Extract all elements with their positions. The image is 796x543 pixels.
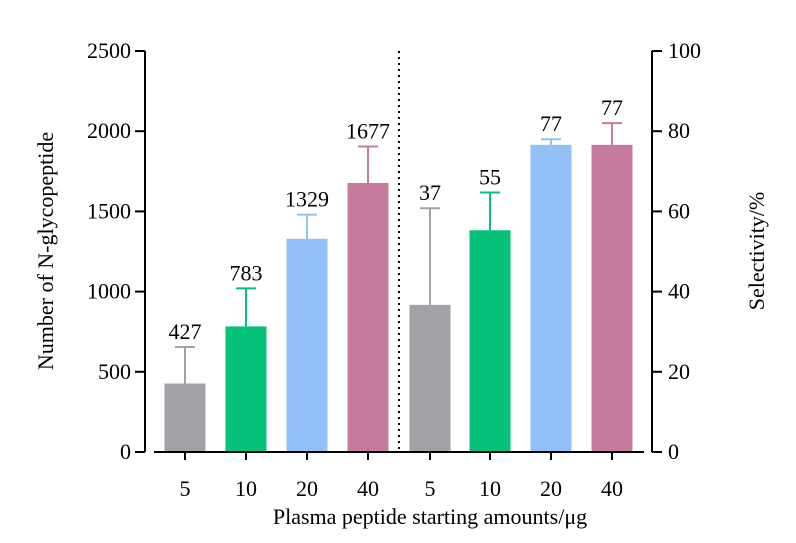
bar-glycopeptide-20	[286, 238, 328, 452]
data-label: 77	[601, 95, 623, 120]
bar-selectivity-5	[409, 304, 451, 452]
y2-tick-label: 0	[668, 439, 679, 464]
x-tick-label: 10	[235, 476, 257, 501]
data-label: 37	[419, 180, 441, 205]
y2-tick-label: 60	[668, 198, 690, 223]
y2-tick-label: 100	[668, 38, 701, 63]
y-tick-label: 2500	[87, 38, 131, 63]
bar-glycopeptide-5	[164, 383, 206, 452]
data-label: 427	[169, 319, 202, 344]
y-tick-label: 1000	[87, 279, 131, 304]
axes-layer	[144, 51, 653, 453]
y2-tick-label: 40	[668, 279, 690, 304]
data-label: 77	[540, 111, 562, 136]
x-tick-label: 20	[296, 476, 318, 501]
data-label: 783	[230, 260, 263, 285]
labels-layer: 427 783 1329 1677 37 55 77 77	[169, 95, 624, 344]
y-tick-label: 500	[98, 359, 131, 384]
bar-glycopeptide-40	[347, 183, 389, 452]
bar-selectivity-10	[469, 230, 511, 452]
bars-layer	[164, 122, 633, 453]
x-tick-label: 40	[601, 476, 623, 501]
bar-selectivity-20	[530, 144, 572, 453]
y2-axis-title: Selectivity/%	[744, 192, 769, 311]
x-tick-label: 5	[180, 476, 191, 501]
y2-tick-label: 80	[668, 118, 690, 143]
y-tick-label: 2000	[87, 118, 131, 143]
y-tick-label: 0	[120, 439, 131, 464]
y-axis-title: Number of N-glycopeptide	[33, 132, 58, 370]
ticks-layer: 5 10 20 40 5 10 20 40 0 500 1000 1500 2000 2500 0 20 40 6…	[87, 38, 701, 501]
y2-tick-label: 20	[668, 359, 690, 384]
x-tick-label: 10	[479, 476, 501, 501]
x-axis-title: Plasma peptide starting amounts/μg	[273, 504, 587, 529]
x-tick-label: 5	[425, 476, 436, 501]
bar-selectivity-40	[591, 144, 633, 453]
data-label: 1329	[285, 187, 329, 212]
data-label: 55	[479, 165, 501, 190]
y-tick-label: 1500	[87, 198, 131, 223]
x-tick-label: 40	[357, 476, 379, 501]
bar-glycopeptide-10	[225, 326, 267, 452]
x-tick-label: 20	[540, 476, 562, 501]
data-label: 1677	[346, 118, 390, 143]
